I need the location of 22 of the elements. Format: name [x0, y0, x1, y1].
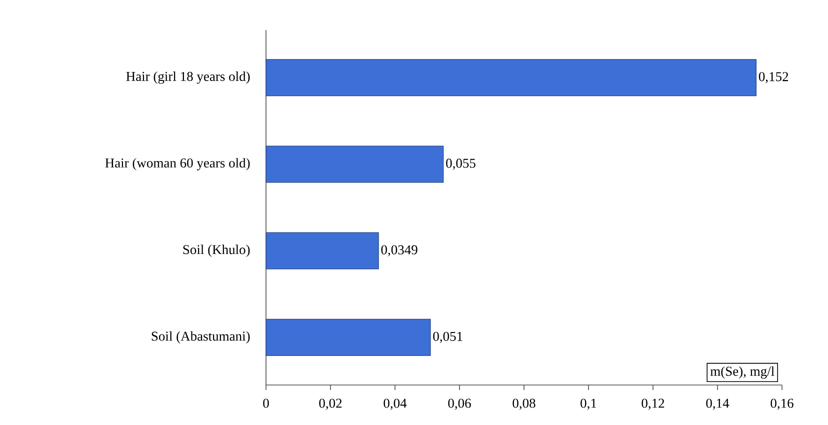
- bar: [266, 59, 757, 96]
- x-axis-title: m(Se), mg/l: [710, 366, 774, 379]
- x-tick-label: 0: [263, 398, 269, 408]
- y-tick-label: Soil (Abastumani): [152, 331, 250, 344]
- x-tick-label: 0,14: [706, 398, 730, 410]
- data-label: 0,0349: [381, 245, 418, 256]
- x-tick-label: 0,06: [448, 398, 471, 410]
- x-tick-label: 0,16: [770, 398, 794, 410]
- x-tick-label: 0,02: [319, 398, 342, 410]
- data-label: 0,055: [446, 158, 476, 170]
- data-label: 0,152: [758, 72, 788, 84]
- x-tick-label: 0,12: [642, 398, 664, 410]
- y-tick-label: Soil (Khulo): [183, 244, 250, 257]
- x-tick-label: 0,08: [512, 398, 536, 410]
- bar: [266, 146, 444, 183]
- data-label: 0,051: [433, 332, 462, 343]
- x-tick-label: 0,04: [384, 398, 407, 410]
- bar: [266, 232, 379, 270]
- bar: [266, 318, 431, 356]
- x-tick-label: 0,1: [580, 398, 596, 410]
- y-tick-label: Hair (woman 60 years old): [105, 158, 250, 170]
- y-tick-label: Hair (girl 18 years old): [126, 71, 250, 84]
